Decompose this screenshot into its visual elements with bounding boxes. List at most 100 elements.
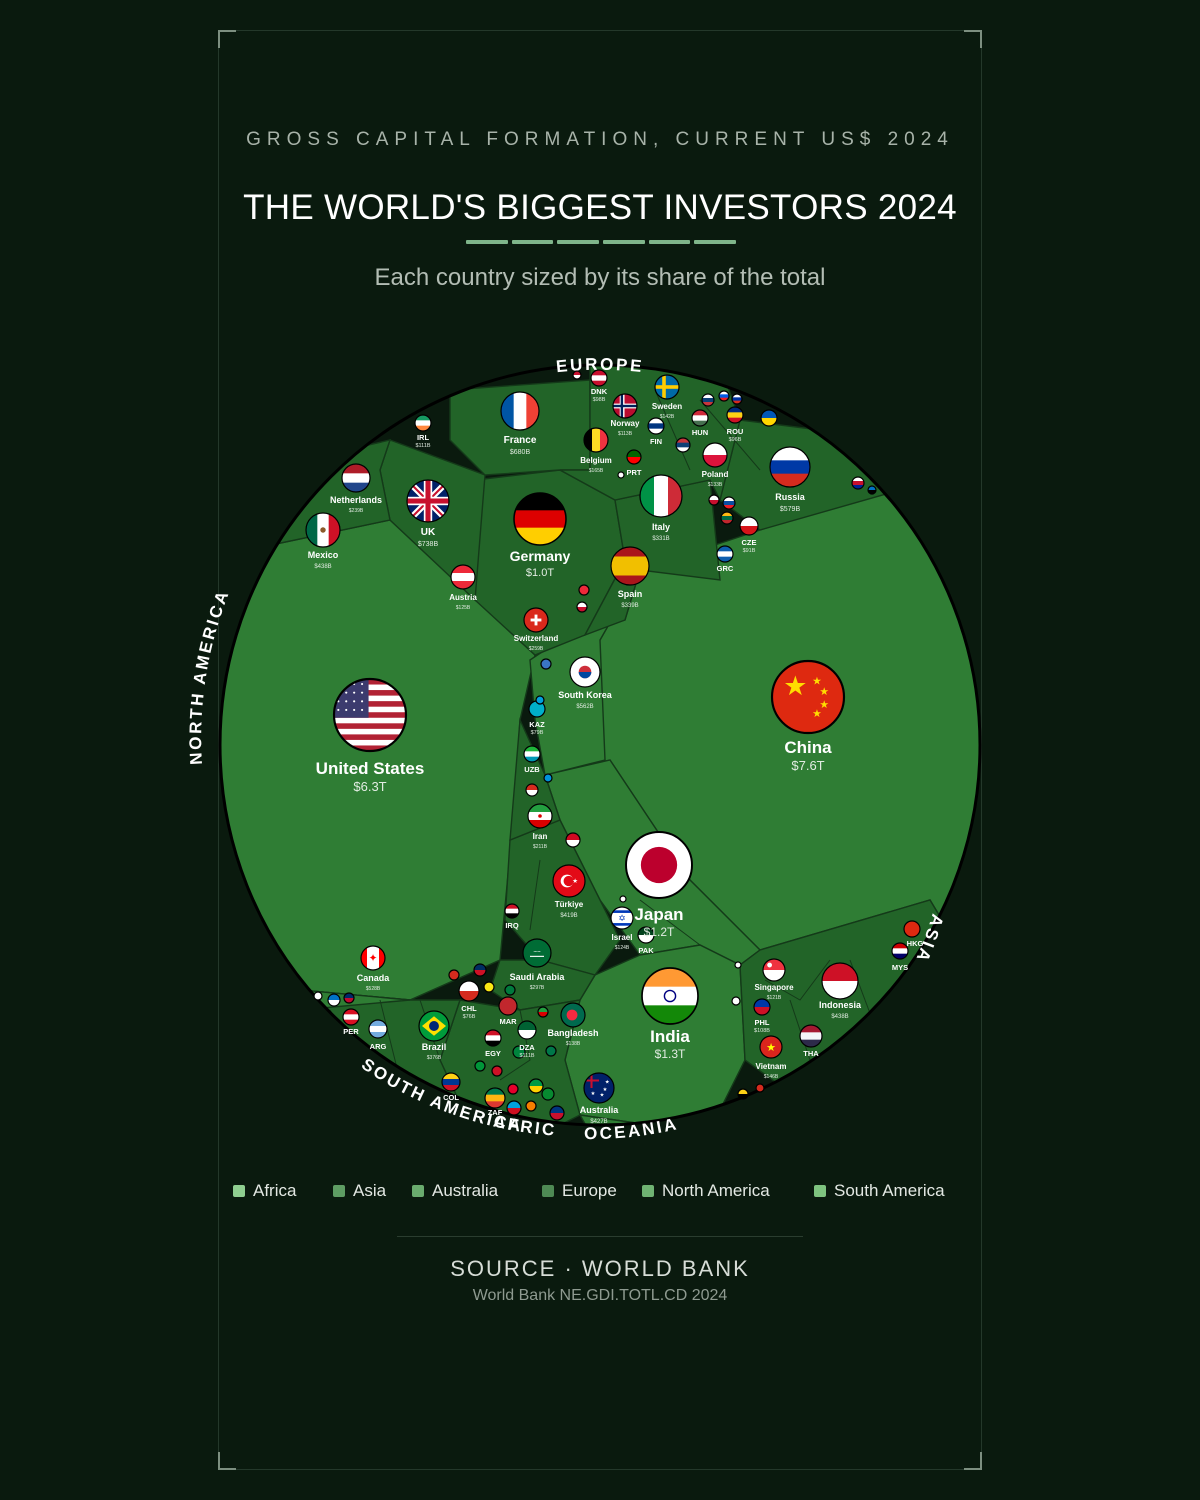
cell-border: [764, 959, 831, 1001]
#d52b1e-flag-icon: [755, 1083, 765, 1093]
country-code-value-dnk: $98B: [593, 397, 606, 403]
cell-border: [639, 899, 701, 946]
country-code-col: COL: [443, 1093, 459, 1102]
country-value-iran: $211B: [533, 844, 548, 850]
#1eb53a|#ffffff|#0099b5-flag-icon: [523, 745, 541, 763]
country-value-saudi-arabia: $297B: [530, 985, 545, 991]
#ffffff|#c8102e-flag-icon: [576, 601, 588, 613]
country-value-china: $7.6T: [791, 758, 824, 773]
norway-flag-icon: [612, 393, 638, 419]
country-value-canada: $528B: [366, 986, 381, 992]
#e4002b-flag-icon: [507, 1083, 519, 1095]
country-label-south-korea: South Korea: [558, 690, 612, 700]
country-label-australia: Australia: [580, 1105, 620, 1115]
country-code-grc: GRC: [717, 564, 734, 573]
#002868|#bf0a30-flag-icon: [343, 992, 355, 1004]
country-value-singapore: $121B: [767, 995, 782, 1001]
#002b7f|#fcd116|#ce1126-flag-icon: [726, 406, 744, 424]
country-label-mexico: Mexico: [308, 550, 339, 560]
country-label-united-states: United States: [316, 759, 425, 778]
country-label-poland: Poland: [702, 470, 729, 479]
country-label-russia: Russia: [775, 492, 806, 502]
switzerland-flag-icon: [523, 607, 549, 633]
legend-label: North America: [662, 1181, 770, 1200]
country-label-spain: Spain: [618, 589, 643, 599]
svg-text:★: ★: [591, 1091, 596, 1097]
country-label-canada: Canada: [357, 973, 391, 983]
country-label-sweden: Sweden: [652, 402, 682, 411]
legend-item-north-america: North America: [642, 1181, 770, 1201]
country-code-hkg: HKG: [907, 939, 924, 948]
#f77f00-flag-icon: [525, 1100, 537, 1112]
#fcd116|#000000-flag-icon: [737, 1088, 749, 1100]
poland-flag-icon: [702, 442, 728, 468]
country-value-poland: $133B: [708, 482, 723, 488]
#c1272d-flag-icon: [498, 996, 518, 1016]
#ffffff|#0033a0|#d52b1e-flag-icon: [731, 393, 743, 405]
country-label-netherlands: Netherlands: [330, 495, 382, 505]
country-code-uzb: UZB: [524, 765, 540, 774]
legend-item-asia: Asia: [333, 1181, 386, 1201]
#ffffff|#003580|#ffffff-flag-icon: [647, 417, 665, 435]
country-label-japan: Japan: [634, 905, 683, 924]
country-label-france: France: [504, 435, 537, 446]
country-code-value-rou: $96B: [729, 437, 742, 443]
chart-title: THE WORLD'S BIGGEST INVESTORS 2024: [243, 188, 957, 227]
#ffffff-flag-icon: [734, 961, 742, 969]
country-label-switzerland: Switzerland: [514, 634, 559, 643]
country-code-zaf: ZAF: [488, 1108, 503, 1117]
country-value-india: $1.3T: [655, 1047, 686, 1061]
country-value-germany: $1.0T: [526, 567, 554, 579]
source-line: SOURCE · WORLD BANK: [450, 1256, 750, 1281]
country-label-china: China: [784, 738, 832, 757]
chart-kicker: GROSS CAPITAL FORMATION, CURRENT US$ 202…: [246, 129, 954, 150]
#c6363c|#0c4076|#ffffff-flag-icon: [675, 437, 691, 453]
#ce2939|#ffffff|#477050-flag-icon: [691, 409, 709, 427]
legend-item-south-america: South America: [814, 1181, 945, 1201]
country-code-value-irl: $111B: [415, 443, 430, 449]
legend-label: Australia: [432, 1181, 499, 1200]
country-code-per: PER: [343, 1027, 359, 1036]
france-flag-icon: [500, 391, 540, 431]
#0072c6|#ffffff-flag-icon: [327, 993, 341, 1007]
australia-flag-icon: ★★★★: [583, 1072, 615, 1104]
country-code-kaz: KAZ: [529, 720, 545, 729]
#ffffff-flag-icon: [731, 996, 741, 1006]
#01411c|#ffffff-flag-icon: [637, 926, 655, 944]
#006233|#ffffff-flag-icon: [517, 1020, 537, 1040]
country-label-singapore: Singapore: [754, 983, 794, 992]
country-code-egy: EGY: [485, 1049, 501, 1058]
country-code-value-chl: $76B: [463, 1014, 476, 1020]
#00a1de-flag-icon: [535, 695, 545, 705]
legend-item-australia: Australia: [412, 1181, 498, 1201]
frame-corner: [218, 30, 236, 48]
svg-text:✦: ✦: [368, 953, 377, 965]
country-value-spain: $339B: [621, 603, 638, 609]
sweden-flag-icon: [654, 374, 680, 400]
#ffffff|#0c4076|#c6363c-flag-icon: [701, 393, 715, 407]
svg-text:★: ★: [600, 1092, 605, 1098]
netherlands-flag-icon: [341, 463, 371, 493]
#d91023|#ffffff|#d91023-flag-icon: [342, 1008, 360, 1026]
country-code-value-cze: $91B: [743, 548, 756, 554]
#74acdf|#ffffff|#74acdf-flag-icon: [368, 1019, 388, 1039]
#a51931|#f4f5f8|#2d2a4a-flag-icon: [799, 1024, 823, 1048]
legend-label: Africa: [253, 1181, 297, 1200]
legend-label: South America: [834, 1181, 945, 1200]
japan-flag-icon: [625, 831, 693, 899]
israel-flag-icon: ✡: [610, 906, 634, 930]
#007749-flag-icon: [545, 1045, 557, 1057]
indonesia-flag-icon: [821, 962, 859, 1000]
#007a4d|#ffb612|#de3831-flag-icon: [484, 1087, 506, 1109]
country-label-bangladesh: Bangladesh: [547, 1028, 598, 1038]
#fdb913|#006a44|#c1272d-flag-icon: [720, 511, 734, 525]
spain-flag-icon: [610, 546, 650, 586]
#ffffff|#005ce5|#ed1c24-flag-icon: [718, 390, 730, 402]
turkey-flag-icon: ★: [552, 864, 586, 898]
country-code-irq: IRQ: [505, 921, 519, 930]
frame-corner: [218, 1452, 236, 1470]
chart-subtitle: Each country sized by its share of the t…: [374, 264, 826, 291]
country-label-italy: Italy: [652, 522, 670, 532]
country-code-mys: MYS: [892, 963, 908, 972]
country-value-israel: $124B: [615, 945, 630, 951]
